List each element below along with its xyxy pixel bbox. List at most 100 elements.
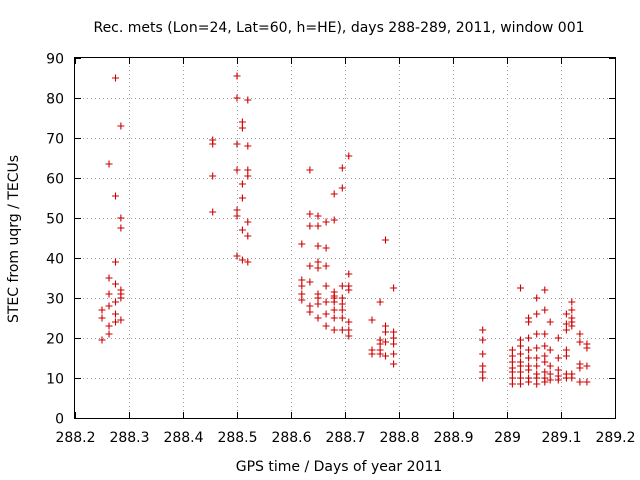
data-point [306,262,314,270]
y-tick-label: 70 [46,132,64,148]
data-point [117,122,125,130]
data-point [479,374,487,382]
data-point [541,374,549,382]
data-point [338,294,346,302]
data-points [98,72,591,388]
data-point [98,336,106,344]
data-point [330,216,338,224]
data-point [238,256,246,264]
data-point [390,334,398,342]
data-point [525,334,533,342]
x-tick-label: 289.2 [595,430,635,446]
y-tick-label: 60 [46,172,64,188]
data-point [330,288,338,296]
data-point [576,330,584,338]
data-point [314,300,322,308]
data-point [576,338,584,346]
data-point [322,218,330,226]
data-point [525,346,533,354]
y-tick-label: 40 [46,252,64,268]
data-point [568,306,576,314]
data-point [233,212,241,220]
data-point [105,330,113,338]
data-point [314,290,322,298]
data-point [238,194,246,202]
data-point [98,306,106,314]
data-point [508,358,516,366]
data-point [554,372,562,380]
data-point [244,232,252,240]
data-point [112,318,119,326]
data-point [98,314,106,322]
data-point [554,354,562,362]
data-point [382,338,389,346]
data-point [338,300,346,308]
data-point [105,302,113,310]
data-point [314,242,322,250]
data-point [306,166,314,174]
data-point [314,212,322,220]
data-point [533,370,541,378]
data-point [576,360,584,368]
grid [75,58,615,418]
data-point [390,340,398,348]
axis-ticks [75,58,616,419]
y-tick-labels: 0 10 20 30 40 50 60 70 80 90 [46,52,64,428]
data-point [541,342,549,350]
data-point [233,252,241,260]
data-point [314,258,322,266]
data-point [376,346,384,354]
data-point [546,370,554,378]
data-point [314,264,322,272]
y-tick-label: 30 [46,292,64,308]
data-point [382,322,389,330]
y-axis-label: STEC from uqrg / TECUs [6,155,22,323]
data-point [546,376,554,384]
data-point [533,344,541,352]
data-point [244,258,252,266]
data-point [541,358,549,366]
data-point [517,368,524,376]
y-tick-label: 10 [46,372,64,388]
data-point [345,282,353,290]
data-point [233,166,241,174]
data-point [525,354,533,362]
data-point [562,346,570,354]
data-point [541,352,549,360]
data-point [233,72,241,80]
data-point [382,352,389,360]
data-point [244,166,252,174]
data-point [562,320,570,328]
data-point [233,206,241,214]
data-point [322,310,330,318]
data-point [105,274,113,282]
data-point [238,124,246,132]
data-point [517,350,524,358]
data-point [338,306,346,314]
data-point [368,346,376,354]
x-tick-label: 288.8 [379,430,419,446]
data-point [562,326,570,334]
y-tick-label: 20 [46,332,64,348]
data-point [546,346,554,354]
data-point [568,370,576,378]
data-point [533,310,541,318]
x-tick-label: 288.3 [109,430,149,446]
data-point [525,374,533,382]
data-point [376,336,384,344]
data-point [382,328,389,336]
y-tick-label: 50 [46,212,64,228]
x-axis-label: GPS time / Days of year 2011 [236,459,443,475]
x-tick-label: 289.1 [541,430,581,446]
data-point [112,280,119,288]
data-point [554,366,562,374]
data-point [298,290,306,298]
x-tick-labels: 288.2 288.3 288.4 288.5 288.6 288.7 288.8 288.9… [55,430,635,446]
data-point [117,224,125,232]
data-point [105,160,113,168]
data-point [112,310,119,318]
data-point [298,240,306,248]
data-point [209,136,217,144]
data-point [390,360,398,368]
